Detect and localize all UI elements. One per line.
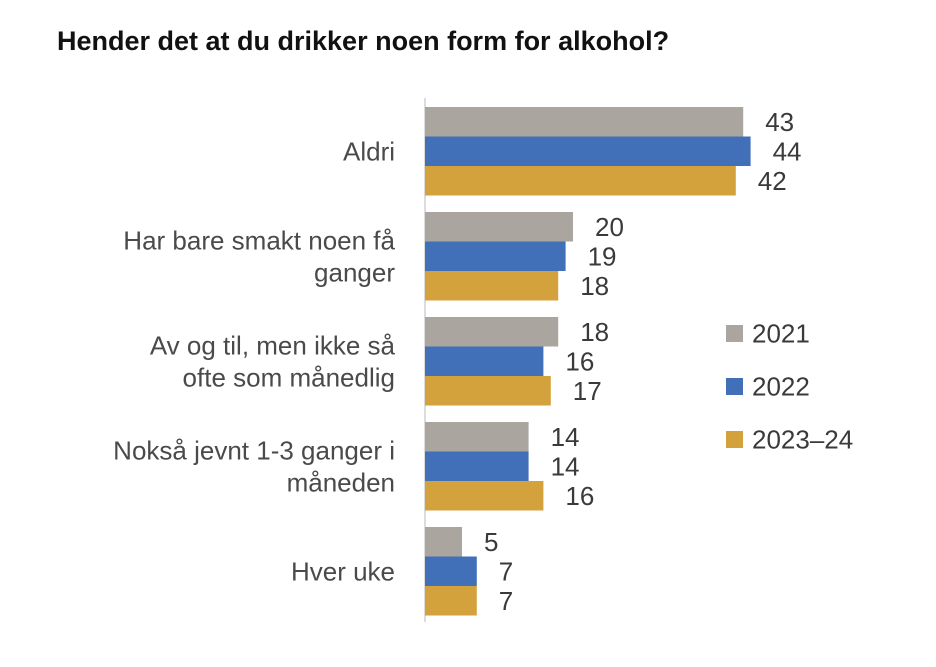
- bar: [425, 136, 751, 166]
- value-label: 5: [484, 527, 498, 557]
- bar: [425, 422, 529, 452]
- bars-group: [425, 107, 751, 616]
- legend-swatch: [726, 378, 743, 395]
- bar: [425, 241, 566, 271]
- bar: [425, 212, 573, 242]
- value-label: 7: [499, 556, 513, 586]
- value-label: 43: [765, 107, 794, 137]
- legend-label: 2021: [752, 319, 810, 349]
- value-label: 14: [551, 422, 580, 452]
- legend-label: 2022: [752, 372, 810, 402]
- category-label: Nokså jevnt 1-3 ganger i: [113, 435, 395, 465]
- value-label: 42: [758, 166, 787, 196]
- category-label: Aldri: [343, 136, 395, 166]
- value-label: 14: [551, 451, 580, 481]
- value-label: 7: [499, 586, 513, 616]
- bar: [425, 376, 551, 406]
- bar: [425, 346, 544, 376]
- category-label: Hver uke: [291, 556, 395, 586]
- bar: [425, 556, 477, 586]
- value-label: 20: [595, 212, 624, 242]
- bar: [425, 527, 462, 557]
- value-label: 16: [565, 481, 594, 511]
- value-label: 17: [573, 376, 602, 406]
- bar: [425, 586, 477, 616]
- value-label: 44: [773, 136, 802, 166]
- bar: [425, 271, 559, 301]
- value-label: 16: [565, 346, 594, 376]
- bar: [425, 107, 744, 137]
- legend-swatch: [726, 325, 743, 342]
- category-label: Av og til, men ikke så: [150, 330, 396, 360]
- value-label: 18: [580, 271, 609, 301]
- bar: [425, 451, 529, 481]
- legend-swatch: [726, 431, 743, 448]
- category-label: ofte som månedlig: [183, 362, 395, 392]
- value-label: 19: [588, 241, 617, 271]
- value-label: 18: [580, 317, 609, 347]
- bar: [425, 317, 559, 347]
- category-label: Har bare smakt noen få: [123, 225, 395, 255]
- bar: [425, 166, 736, 196]
- legend-label: 2023–24: [752, 425, 853, 455]
- legend: 2021 2022 2023–24: [726, 319, 853, 455]
- category-label: ganger: [314, 257, 395, 287]
- category-label: måneden: [287, 467, 395, 497]
- chart-title: Hender det at du drikker noen form for a…: [57, 26, 670, 56]
- bar: [425, 481, 544, 511]
